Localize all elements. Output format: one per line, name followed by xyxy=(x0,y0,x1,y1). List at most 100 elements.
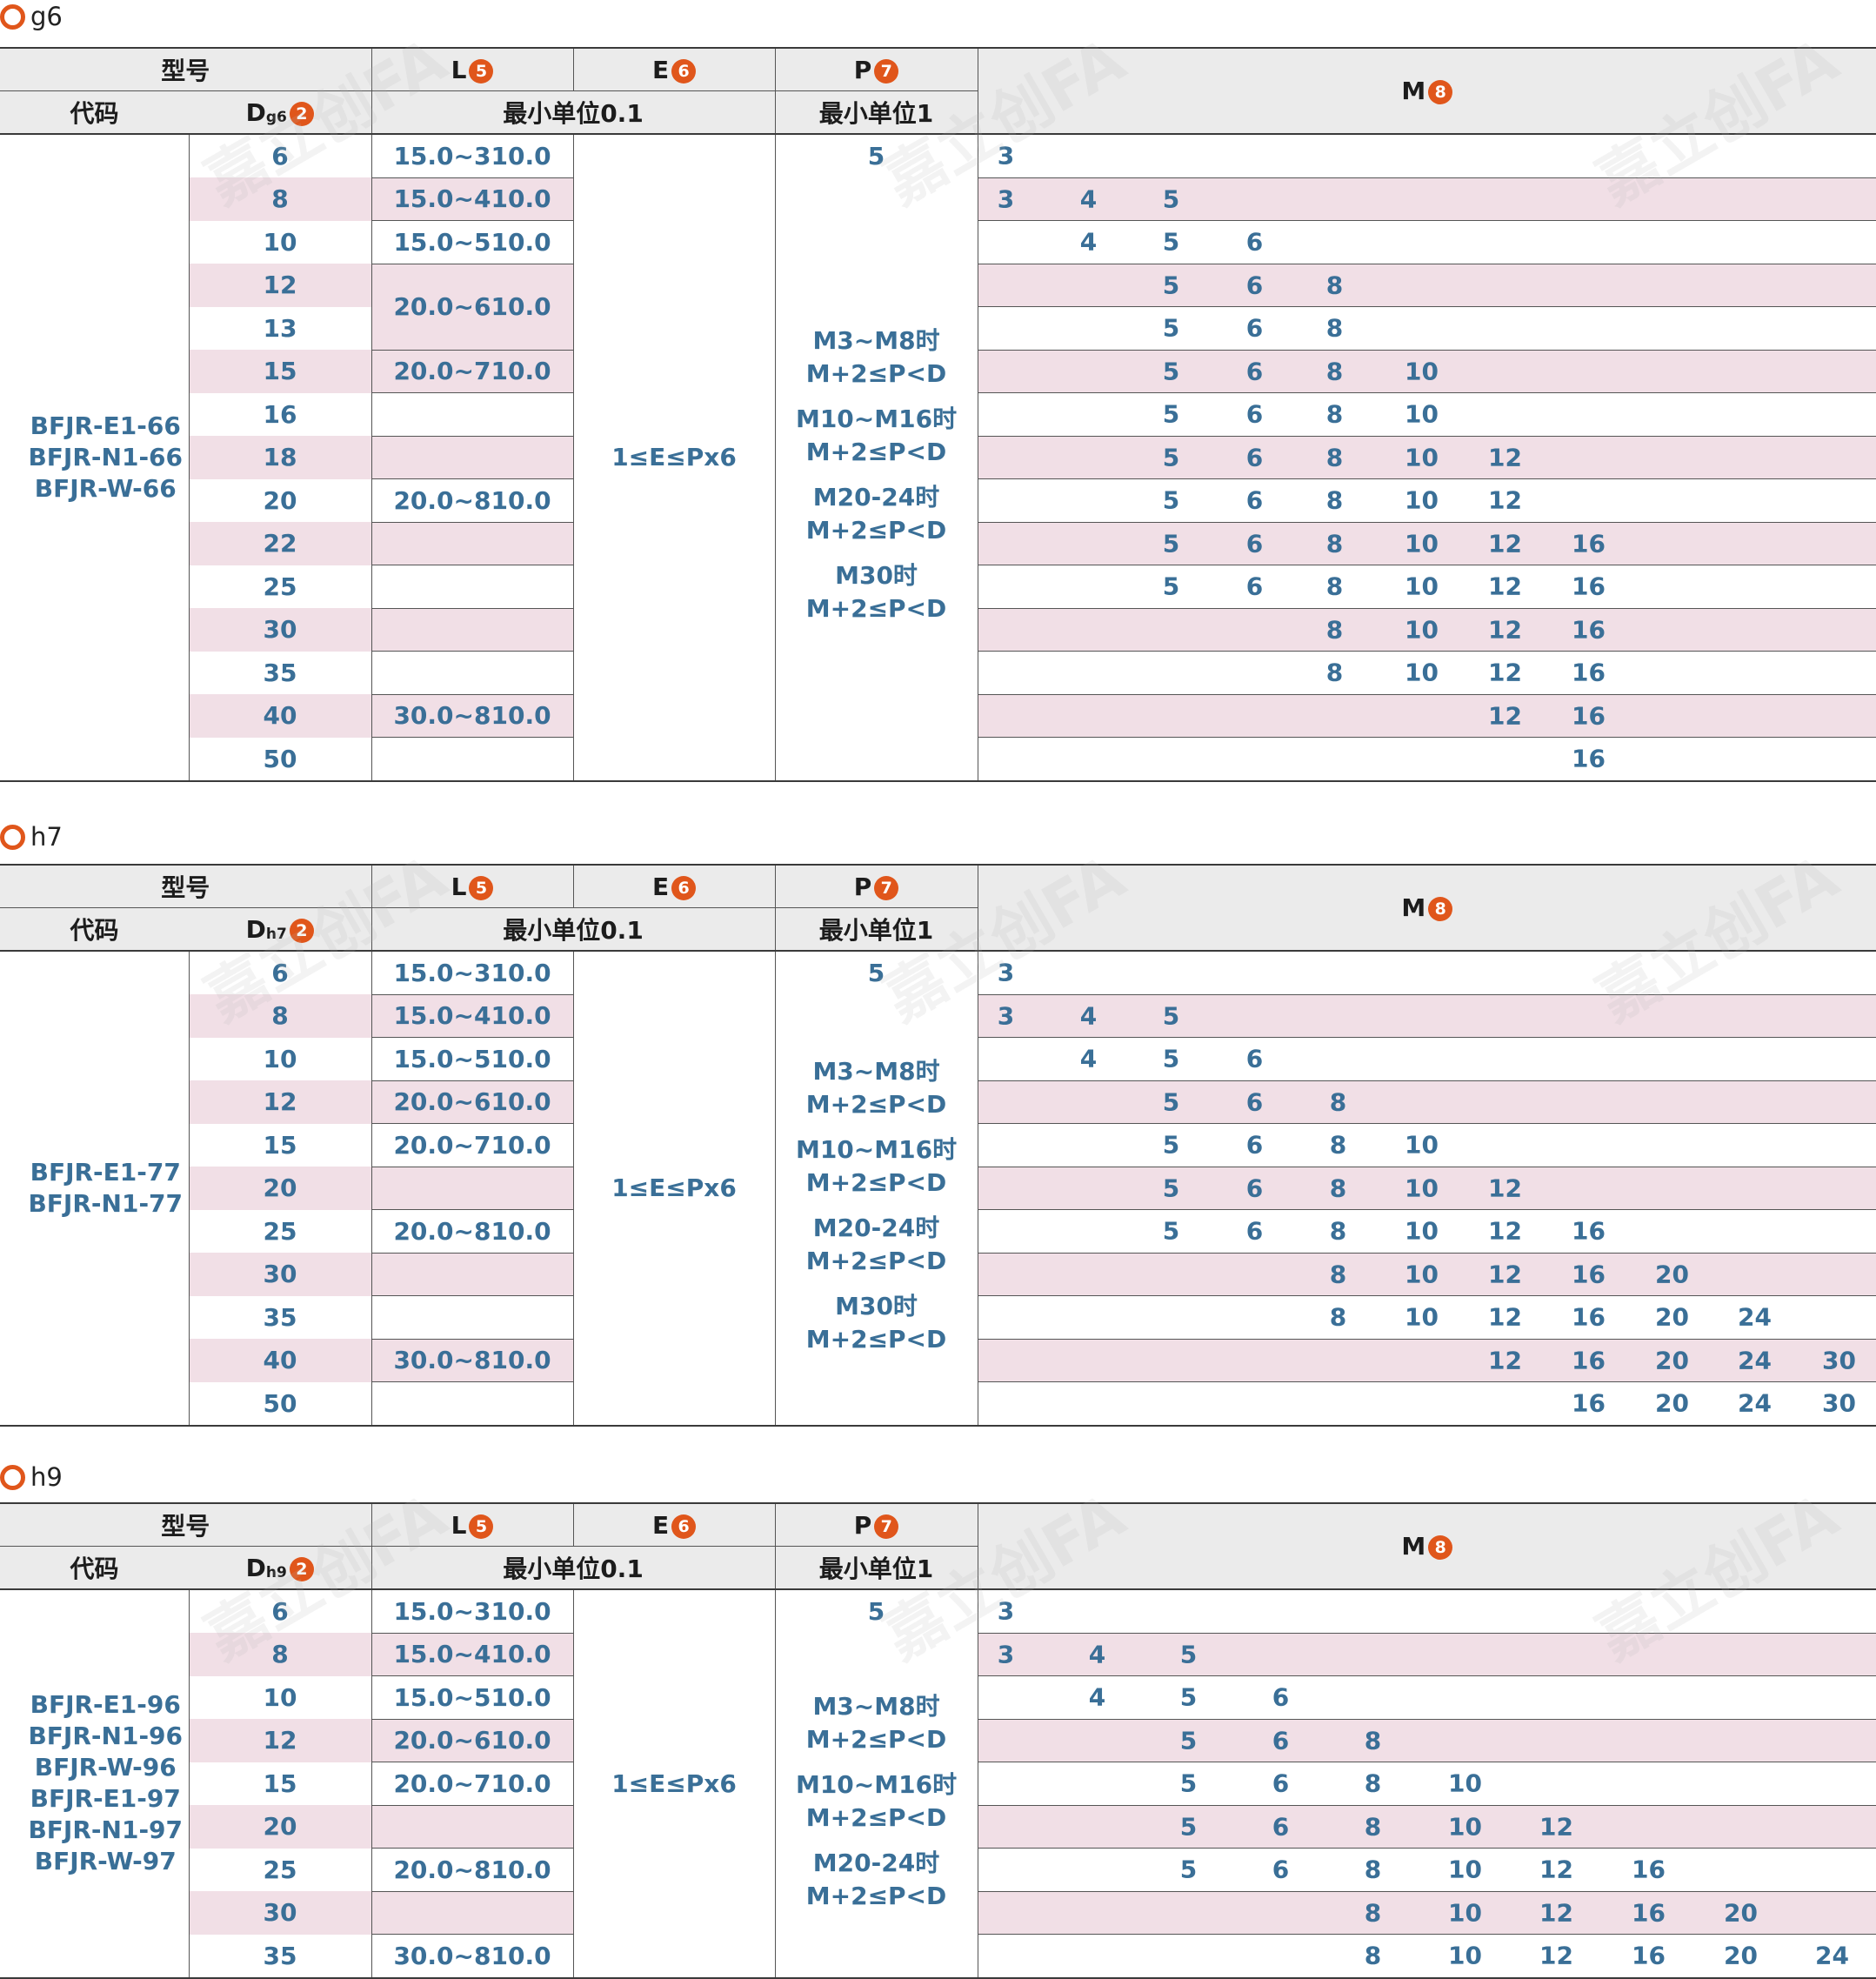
d-value: 35 xyxy=(188,1934,372,1979)
model-code: BFJR-E1-77 xyxy=(30,1157,181,1187)
m-value: 12 xyxy=(1488,572,1522,601)
m-value: 8 xyxy=(1325,485,1344,515)
model-code: BFJR-E1-96 xyxy=(30,1690,181,1720)
model-code: BFJR-E1-97 xyxy=(30,1784,181,1814)
m-value: 6 xyxy=(1245,357,1264,386)
m-value: 12 xyxy=(1488,1302,1522,1332)
m-grid: 5 6 8 xyxy=(978,1081,1876,1124)
model-code: BFJR-N1-66 xyxy=(28,442,184,471)
p-note-rule: M+2≤P<D xyxy=(805,359,947,389)
m-grid: 8 10 12 16 20 24 xyxy=(978,1935,1876,1977)
section-label: h9 xyxy=(30,1462,63,1492)
table-row: 20 5 6 8 10 12 xyxy=(0,1166,1876,1210)
badge-6-icon: 6 xyxy=(671,58,697,84)
m-values: 8 10 12 16 20 xyxy=(977,1252,1876,1296)
header-row: 代码 Dh9 2 最小单位0.1 最小单位1 xyxy=(0,1546,1876,1590)
header-p-label: P xyxy=(853,1510,872,1540)
header-p-label: P xyxy=(853,872,872,901)
m-value: 8 xyxy=(1329,1173,1347,1203)
m-values: 5 6 8 10 12 16 xyxy=(977,1848,1876,1891)
m-value: 5 xyxy=(1162,184,1180,214)
badge-7-icon: 7 xyxy=(874,1514,899,1539)
l-range: 15.0~310.0 xyxy=(371,950,574,994)
m-value: 5 xyxy=(1162,1001,1180,1031)
p-note-condition: M20-24时 xyxy=(812,1848,940,1877)
m-value: 6 xyxy=(1245,443,1264,472)
m-grid: 16 xyxy=(978,738,1876,780)
m-value: 8 xyxy=(1329,1260,1347,1289)
table-row: 15 20.0~710.0 5 6 8 10 xyxy=(0,1123,1876,1167)
table-row: 25 20.0~810.0 5 6 8 10 12 16 xyxy=(0,1209,1876,1253)
table-row: BFJR-E1-66 BFJR-N1-66 BFJR-W-66 6 15.0~310.0… xyxy=(0,133,1876,782)
m-value: 16 xyxy=(1572,529,1606,558)
m-value: 10 xyxy=(1405,1302,1439,1332)
l-range xyxy=(371,1804,574,1849)
model-codes: BFJR-E1-96 BFJR-N1-96 BFJR-W-96 BFJR-E1-97 B… xyxy=(0,1589,189,1979)
table-row: 15 20.0~710.0 5 6 8 10 xyxy=(0,349,1876,393)
m-grid: 3 4 5 xyxy=(978,1634,1876,1676)
m-value: 20 xyxy=(1724,1898,1758,1928)
e-range-label: 1≤E≤Px6 xyxy=(611,1173,737,1203)
header-unit-1: 最小单位1 xyxy=(774,1546,978,1590)
header-model: 型号 xyxy=(0,1502,372,1547)
m-value: 8 xyxy=(1325,399,1344,429)
model-code: BFJR-N1-96 xyxy=(28,1722,184,1751)
m-values: 3 4 5 xyxy=(977,993,1876,1038)
m-value: 4 xyxy=(1088,1640,1106,1669)
table-row: 10 15.0~510.0 4 5 6 xyxy=(0,1037,1876,1080)
badge-8-icon: 8 xyxy=(1428,1535,1453,1560)
m-value: 8 xyxy=(1364,1768,1382,1798)
header-d-label: D xyxy=(245,97,266,127)
m-value: 6 xyxy=(1245,572,1264,601)
m-value: 12 xyxy=(1539,1812,1573,1842)
m-value: 5 xyxy=(1162,399,1180,429)
p-note: M3~M8时 M+2≤P<D xyxy=(776,324,978,391)
m-value: 8 xyxy=(1329,1302,1347,1332)
l-range xyxy=(371,435,574,479)
m-value: 16 xyxy=(1572,744,1606,773)
spec-table: 型号 L 5 E 6 P 7 M 8 代码 Dh7 2 最小单位0.1 最小单位1 BFJR-E1-77 BF… xyxy=(0,864,1876,1427)
l-range xyxy=(371,737,574,782)
m-value: 5 xyxy=(1162,1216,1180,1246)
m-grid: 5 6 8 10 12 xyxy=(978,1806,1876,1849)
table-row: 10 15.0~510.0 4 5 6 xyxy=(0,220,1876,264)
m-grid: 5 6 8 10 12 16 xyxy=(978,565,1876,608)
p-note-rule: M+2≤P<D xyxy=(805,1090,947,1120)
m-grid: 5 6 8 10 12 xyxy=(978,437,1876,479)
m-value: 12 xyxy=(1539,1898,1573,1928)
table-row: 20 5 6 8 10 12 xyxy=(0,1804,1876,1849)
header-d-label: D xyxy=(245,1553,266,1582)
m-value: 12 xyxy=(1488,615,1522,645)
p-note-rule: M+2≤P<D xyxy=(805,1247,947,1276)
m-values: 8 10 12 16 20 24 xyxy=(977,1934,1876,1979)
d-value: 25 xyxy=(188,1209,372,1253)
l-range xyxy=(371,1166,574,1210)
m-value: 12 xyxy=(1488,658,1522,687)
m-value: 10 xyxy=(1448,1941,1482,1970)
table-row: 35 8 10 12 16 xyxy=(0,651,1876,694)
m-value: 10 xyxy=(1405,357,1439,386)
l-range xyxy=(371,1295,574,1339)
l-range: 20.0~610.0 xyxy=(371,263,574,350)
p-first: 5 xyxy=(774,1589,978,1633)
header-e-label: E xyxy=(651,55,670,84)
m-value: 16 xyxy=(1572,1302,1606,1332)
m-value: 24 xyxy=(1738,1302,1772,1332)
m-value: 5 xyxy=(1162,443,1180,472)
model-code: BFJR-W-66 xyxy=(34,473,177,503)
l-range xyxy=(371,392,574,436)
m-grid: 12 16 20 24 30 xyxy=(978,1340,1876,1382)
m-value: 16 xyxy=(1632,1898,1666,1928)
p-note-condition: M20-24时 xyxy=(812,483,940,512)
m-values: 12 16 xyxy=(977,693,1876,738)
header-unit-01: 最小单位0.1 xyxy=(371,907,776,952)
m-value: 10 xyxy=(1448,1898,1482,1928)
header-l-label: L xyxy=(451,1510,467,1540)
l-range: 20.0~810.0 xyxy=(371,1209,574,1253)
badge-6-icon: 6 xyxy=(671,875,697,900)
m-values: 5 6 8 10 12 xyxy=(977,1804,1876,1849)
